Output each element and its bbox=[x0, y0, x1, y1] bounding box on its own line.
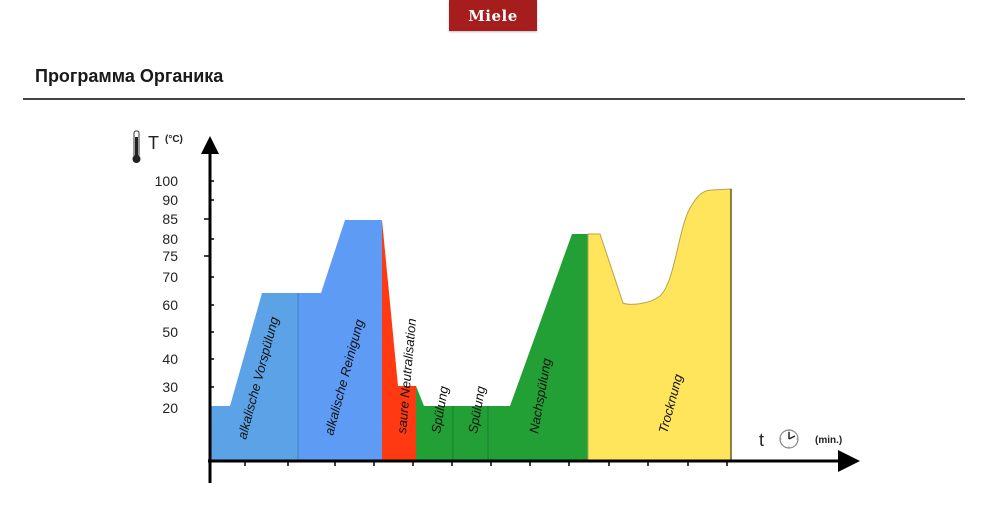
x-axis-label: t bbox=[759, 430, 764, 450]
page-title: Программа Органика bbox=[35, 66, 224, 86]
clock-icon bbox=[779, 429, 799, 449]
y-axis-label: T bbox=[148, 133, 159, 153]
phase-area-spuelung-1 bbox=[416, 386, 453, 460]
phase-area-spuelung-2 bbox=[453, 406, 488, 460]
phase-area-saure-neutralisation bbox=[382, 220, 416, 460]
thermometer-icon bbox=[132, 130, 141, 163]
y-tick-label: 85 bbox=[162, 211, 178, 227]
y-tick-label: 60 bbox=[162, 297, 178, 313]
phase-area-nachspuelung bbox=[488, 234, 588, 460]
phase-area-trocknung bbox=[587, 188, 732, 461]
x-axis-unit: (min.) bbox=[815, 435, 842, 446]
y-tick-label: 20 bbox=[162, 400, 178, 416]
y-tick-label: 40 bbox=[162, 351, 178, 367]
y-tick-labels: 100 90 85 80 75 70 60 50 40 30 20 bbox=[155, 173, 179, 416]
y-axis bbox=[201, 136, 219, 483]
y-tick-label: 75 bbox=[162, 248, 178, 264]
phase-area-alkalische-vorspuelung bbox=[211, 293, 298, 460]
phase-area-alkalische-reinigung bbox=[298, 220, 382, 460]
y-tick-label: 80 bbox=[162, 231, 178, 247]
y-axis-unit: (°C) bbox=[165, 134, 183, 145]
y-tick-label: 50 bbox=[162, 324, 178, 340]
title-divider bbox=[23, 98, 965, 100]
y-tick-label: 100 bbox=[155, 173, 179, 189]
miele-logo: Miele bbox=[449, 0, 537, 31]
phase-areas bbox=[211, 188, 732, 461]
x-axis bbox=[208, 450, 860, 472]
y-tick-label: 70 bbox=[162, 269, 178, 285]
y-tick-label: 90 bbox=[162, 192, 178, 208]
y-tick-label: 30 bbox=[162, 379, 178, 395]
